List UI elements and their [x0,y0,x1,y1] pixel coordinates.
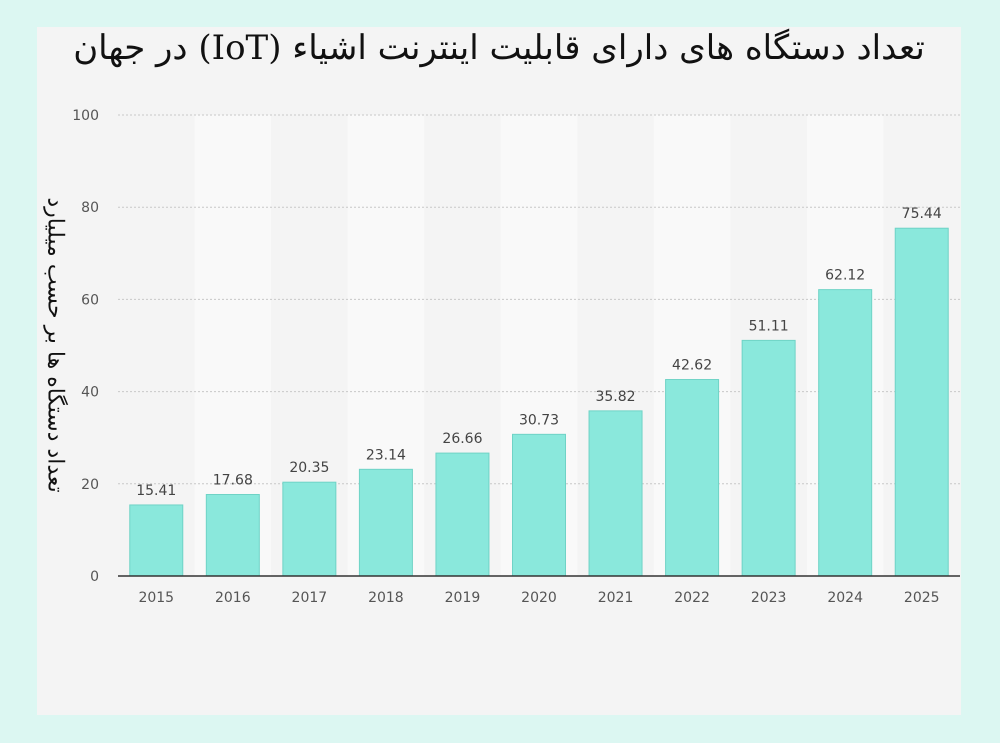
x-tick-label: 2025 [904,590,940,606]
y-tick-label: 20 [81,477,99,493]
value-label: 15.41 [136,483,176,499]
y-tick-label: 0 [90,569,99,585]
bar [129,504,184,577]
bar [665,379,720,577]
x-tick-label: 2022 [674,590,710,606]
value-label: 51.11 [749,318,789,334]
bar [818,289,873,577]
x-tick-label: 2019 [445,590,481,606]
x-tick-label: 2017 [292,590,328,606]
value-label: 42.62 [672,358,712,374]
bar [435,452,490,577]
x-tick-label: 2021 [598,590,634,606]
bar [512,433,566,577]
bar [894,227,949,577]
bar [205,493,260,577]
bar [741,339,796,577]
x-tick-label: 2020 [521,590,557,606]
y-tick-label: 80 [81,200,99,216]
value-label: 62.12 [825,268,865,284]
bar [358,468,413,577]
value-label: 23.14 [366,447,406,463]
x-tick-label: 2023 [751,590,787,606]
x-tick-label: 2018 [368,590,404,606]
value-label: 26.66 [442,431,482,447]
y-tick-label: 100 [72,108,99,124]
x-tick-label: 2015 [138,590,174,606]
x-tick-label: 2016 [215,590,251,606]
bar [282,481,337,577]
value-label: 20.35 [289,460,329,476]
bar [588,410,643,577]
value-label: 30.73 [519,412,559,428]
y-tick-label: 60 [81,292,99,308]
value-label: 17.68 [213,472,253,488]
y-tick-label: 40 [81,385,99,401]
value-label: 35.82 [595,389,635,405]
x-tick-label: 2024 [827,590,863,606]
chart-title: تعداد دستگاه های دارای قابلیت اینترنت اش… [73,28,925,68]
value-label: 75.44 [902,206,942,222]
